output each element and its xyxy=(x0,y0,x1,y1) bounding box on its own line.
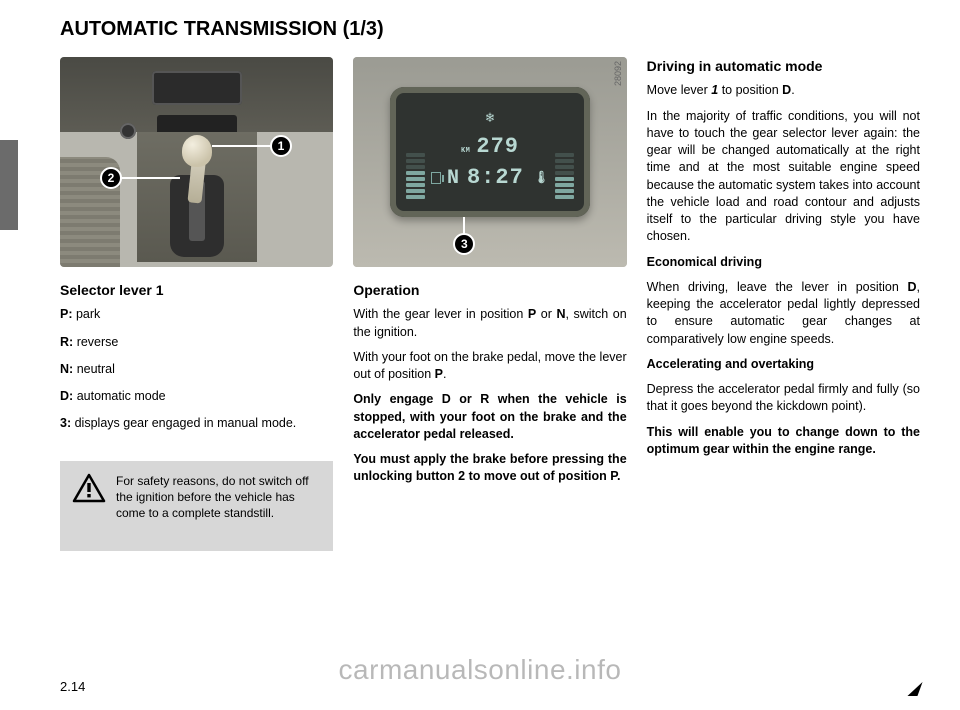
sel-n: N: neutral xyxy=(60,361,333,378)
op-p3: Only engage D or R when the vehicle is s… xyxy=(353,391,626,443)
c3-p1a: Move lever xyxy=(647,83,712,97)
km-label: KM xyxy=(461,147,470,157)
section-tab xyxy=(0,140,18,230)
op-p1: With the gear lever in position P or N, … xyxy=(353,306,626,341)
figure-2: 28092 ❄ KM 279 xyxy=(353,57,626,267)
sel-n-key: N: xyxy=(60,362,73,376)
selector-heading-text: Selector lever 1 xyxy=(60,282,164,298)
op-p2a: With your foot on the brake pedal, move … xyxy=(353,350,626,381)
sel-p: P: park xyxy=(60,306,333,323)
warning-icon xyxy=(72,473,106,503)
title-main: AUTOMATIC TRANSMISSION xyxy=(60,18,337,40)
sel-r-key: R: xyxy=(60,335,73,349)
sel-n-val: neutral xyxy=(77,362,115,376)
sel-r: R: reverse xyxy=(60,334,333,351)
manual-page: AUTOMATIC TRANSMISSION (1/3) 28091 1 xyxy=(0,0,960,551)
display-center: ❄ KM 279 N 8:27 🌡 xyxy=(431,105,549,199)
page-title: AUTOMATIC TRANSMISSION (1/3) xyxy=(60,18,920,41)
clock-value: 8:27 xyxy=(467,163,524,193)
page-number: 2.14 xyxy=(60,679,85,694)
op-p2c: . xyxy=(443,367,446,381)
figure-1: 28091 1 2 xyxy=(60,57,333,267)
c3-p4: Depress the accelerator pedal firmly and… xyxy=(647,381,920,416)
c3-p1e: . xyxy=(791,83,794,97)
c3-p1: Move lever 1 to position D. xyxy=(647,82,920,99)
temp-gauge-bars xyxy=(555,105,574,199)
page-corner-mark xyxy=(907,682,922,696)
fig1-lever-head xyxy=(182,135,212,167)
op-p1c: or xyxy=(536,307,556,321)
sel-r-val: reverse xyxy=(77,335,119,349)
driving-auto-heading: Driving in automatic mode xyxy=(647,57,920,76)
c3-p3a: When driving, leave the lever in positio… xyxy=(647,280,908,294)
sel-3-val: displays gear engaged in manual mode. xyxy=(75,416,297,430)
callout-1: 1 xyxy=(270,135,292,157)
title-sub: (1/3) xyxy=(343,18,384,40)
gear-indicator: N xyxy=(447,165,459,193)
op-p2: With your foot on the brake pedal, move … xyxy=(353,349,626,384)
content-columns: 28091 1 2 Selector lever 1 P: xyxy=(60,57,920,551)
c3-p5: This will enable you to change down to t… xyxy=(647,424,920,459)
fig1-vent xyxy=(152,71,242,105)
snowflake-icon: ❄ xyxy=(486,110,494,129)
c3-p1d: D xyxy=(782,83,791,97)
column-2: 28092 ❄ KM 279 xyxy=(353,57,626,551)
op-p1b: P xyxy=(528,307,536,321)
column-1: 28091 1 2 Selector lever 1 P: xyxy=(60,57,333,551)
op-p1a: With the gear lever in position xyxy=(353,307,528,321)
selector-list: P: park R: reverse N: neutral D: automat… xyxy=(60,306,333,432)
fig1-knob xyxy=(120,123,136,139)
callout-2-line xyxy=(120,177,180,179)
fig2-display-screen: ❄ KM 279 N 8:27 🌡 xyxy=(390,87,590,217)
accel-heading: Accelerating and overtaking xyxy=(647,356,920,373)
callout-2: 2 xyxy=(100,167,122,189)
watermark: carmanualsonline.info xyxy=(339,654,622,686)
column-3: Driving in automatic mode Move lever 1 t… xyxy=(647,57,920,551)
sel-d: D: automatic mode xyxy=(60,388,333,405)
op-p4: You must apply the brake before pressing… xyxy=(353,451,626,486)
warning-text: For safety reasons, do not switch off th… xyxy=(116,473,321,522)
c3-p3b: D xyxy=(907,280,916,294)
sel-d-key: D: xyxy=(60,389,73,403)
fuel-gauge-bars xyxy=(406,105,425,199)
temp-icon: 🌡 xyxy=(534,170,549,187)
c3-p1c: to position xyxy=(718,83,782,97)
sel-p-key: P: xyxy=(60,307,73,321)
figure2-id: 28092 xyxy=(612,61,624,86)
sel-3: 3: displays gear engaged in manual mode. xyxy=(60,415,333,432)
selector-heading: Selector lever 1 xyxy=(60,281,333,300)
c3-p3: When driving, leave the lever in positio… xyxy=(647,279,920,348)
fuel-icon xyxy=(431,172,441,184)
odometer-value: 279 xyxy=(476,132,519,162)
econ-heading: Economical driving xyxy=(647,254,920,271)
sel-3-key: 3: xyxy=(60,416,71,430)
sel-p-val: park xyxy=(76,307,100,321)
sel-d-val: automatic mode xyxy=(77,389,166,403)
operation-heading: Operation xyxy=(353,281,626,300)
c3-p2: In the majority of traffic conditions, y… xyxy=(647,108,920,246)
callout-1-line xyxy=(212,145,272,147)
warning-box: For safety reasons, do not switch off th… xyxy=(60,461,333,552)
op-p2b: P xyxy=(435,367,443,381)
